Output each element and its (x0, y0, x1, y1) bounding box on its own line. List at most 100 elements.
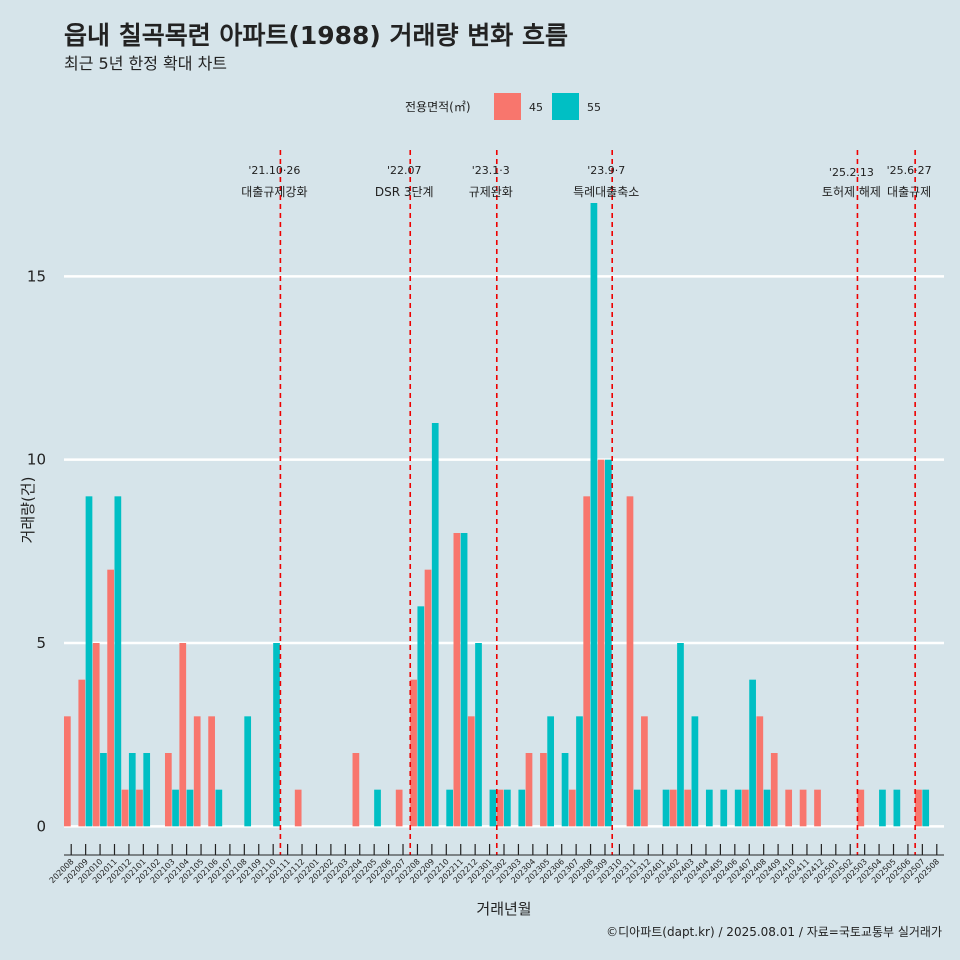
bar-202112-45 (294, 789, 302, 827)
legend-label-45: 45 (529, 101, 543, 114)
y-tick-label-5: 5 (36, 634, 46, 652)
bar-202009-55 (85, 496, 93, 827)
y-tick-label-10: 10 (27, 451, 46, 469)
bar-202110-55 (273, 643, 280, 827)
bar-202403-55 (691, 716, 699, 827)
bar-202209-55 (431, 423, 439, 827)
event-label-6: 대출규제 (887, 185, 931, 199)
bar-202503-45 (857, 789, 865, 827)
bar-202008-45 (64, 716, 71, 827)
bar-202303-55 (518, 789, 526, 827)
bar-202010-55 (100, 753, 107, 827)
event-date-1: '21.10·26 (248, 164, 300, 177)
bar-202308-45 (583, 496, 591, 827)
bar-202208-55 (417, 606, 425, 827)
bar-202103-45 (164, 753, 172, 827)
chart-subtitle: 최근 5년 한정 확대 차트 (64, 54, 227, 73)
bar-202302-45 (496, 789, 504, 827)
bar-202408-45 (756, 716, 764, 827)
bar-202309-55 (604, 459, 612, 827)
event-date-2: '22.07 (387, 164, 422, 177)
event-date-3: '23.1·3 (472, 164, 510, 177)
bar-202312-45 (641, 716, 648, 827)
legend-label-55: 55 (587, 101, 601, 114)
bar-202307-45 (568, 789, 576, 827)
event-annotations: '21.10·26 대출규제강화 '22.07 DSR 3단계 '23.1·3 규제완화 '… (241, 150, 932, 855)
bar-202409-45 (770, 753, 778, 827)
legend-swatch-45 (494, 93, 521, 120)
caption: ©디아파트(dapt.kr) / 2025.08.01 / 자료=국토교통부 실… (606, 925, 942, 939)
bar-202402-45 (669, 789, 677, 827)
bar-202103-55 (172, 789, 179, 827)
bar-202012-55 (128, 753, 136, 827)
bar-202210-55 (446, 789, 454, 827)
y-axis-title: 거래량(건) (19, 477, 37, 544)
bar-202211-55 (460, 533, 468, 827)
bar-202212-45 (467, 716, 475, 827)
legend: 전용면적(㎡) 45 55 (405, 93, 601, 120)
bar-202311-55 (633, 789, 641, 827)
bar-202208-45 (410, 679, 417, 827)
bar-202305-45 (540, 753, 547, 827)
bar-202401-55 (662, 789, 670, 827)
bar-202412-45 (814, 789, 821, 827)
bar-202403-45 (684, 789, 692, 827)
bar-202505-55 (893, 789, 901, 827)
bar-202308-55 (590, 203, 598, 827)
bar-202304-45 (525, 753, 533, 827)
bar-202307-55 (576, 716, 583, 827)
y-tick-label-15: 15 (27, 267, 46, 285)
x-axis: 2020082020092020102020112020122021012021… (48, 844, 944, 885)
bar-202212-55 (475, 643, 482, 827)
bar-202302-55 (504, 789, 511, 827)
bar-202407-45 (742, 789, 749, 827)
bar-202211-45 (453, 533, 461, 827)
bar-202101-55 (143, 753, 151, 827)
x-axis-title: 거래년월 (476, 900, 531, 918)
bar-202407-55 (749, 679, 756, 827)
event-date-4: '23.9·7 (587, 164, 625, 177)
bar-202108-55 (244, 716, 252, 827)
bar-202205-55 (374, 789, 381, 827)
bar-202410-45 (785, 789, 793, 827)
bar-202011-45 (107, 569, 114, 827)
bar-202311-45 (626, 496, 634, 827)
bar-202305-55 (547, 716, 554, 827)
bar-202209-45 (424, 569, 432, 827)
legend-title: 전용면적(㎡) (405, 100, 471, 114)
event-label-5: 토허제 해제 (822, 185, 881, 199)
bar-202306-55 (561, 753, 569, 827)
bar-202408-55 (763, 789, 771, 827)
bar-202104-45 (179, 643, 187, 827)
event-date-5: '25.2.13 (829, 166, 874, 179)
bar-202106-55 (215, 789, 223, 827)
bar-202009-45 (78, 679, 86, 827)
bar-202406-55 (734, 789, 742, 827)
bar-202504-55 (879, 789, 886, 827)
bar-202507-55 (922, 789, 930, 827)
bar-202309-45 (597, 459, 605, 827)
bar-202301-55 (489, 789, 497, 827)
bar-202011-55 (114, 496, 122, 827)
chart-title: 읍내 칠곡목련 아파트(1988) 거래량 변화 흐름 (64, 21, 568, 50)
bar-202507-45 (915, 789, 922, 827)
y-axis: 0 5 10 15 (27, 267, 46, 835)
bar-202106-45 (208, 716, 215, 827)
bar-202411-45 (799, 789, 807, 827)
bar-202405-55 (720, 789, 728, 827)
bar-202204-45 (352, 753, 360, 827)
bar-202101-45 (136, 789, 143, 827)
event-label-4: 특례대출축소 (573, 185, 639, 199)
bar-202402-55 (677, 643, 684, 827)
bar-202104-55 (186, 789, 194, 827)
event-date-6: '25.6·27 (887, 164, 932, 177)
bars (64, 203, 930, 827)
bar-202012-45 (121, 789, 129, 827)
y-tick-label-0: 0 (36, 817, 46, 835)
bar-202404-55 (705, 789, 713, 827)
event-label-2: DSR 3단계 (375, 185, 434, 199)
bar-202010-45 (92, 643, 100, 827)
event-label-3: 규제완화 (469, 185, 513, 199)
bar-202207-45 (395, 789, 403, 827)
